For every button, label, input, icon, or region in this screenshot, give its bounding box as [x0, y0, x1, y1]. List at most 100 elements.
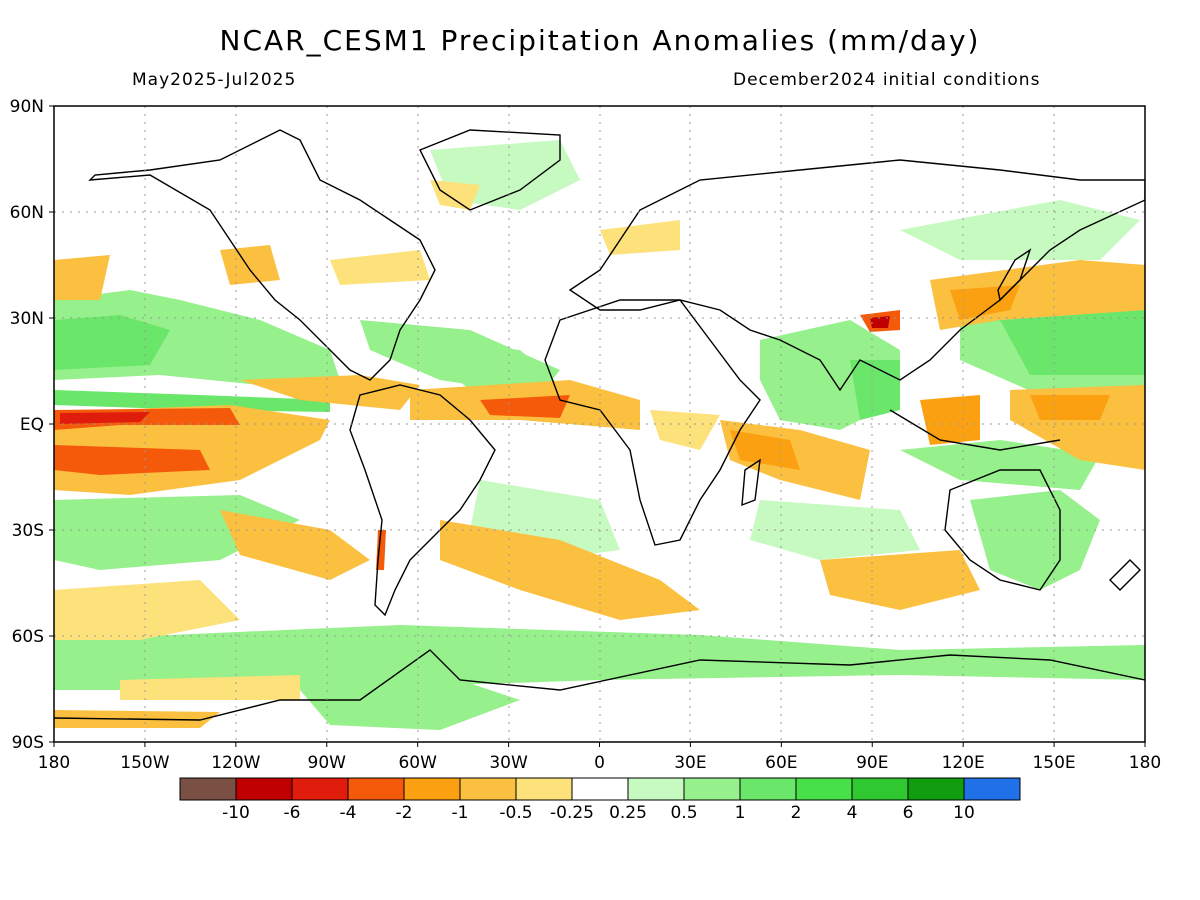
lon-tick-label: 180 [38, 753, 70, 773]
philippines-dry [920, 395, 980, 445]
colorbar-label: -4 [340, 803, 357, 823]
tibet-dry-core [870, 316, 890, 328]
colorbar-swatch [739, 777, 797, 801]
lat-tick-label: 90N [10, 97, 44, 117]
map-plot-area [54, 106, 1145, 742]
north-america-coast [88, 129, 436, 381]
colorbar-swatch [235, 777, 293, 801]
lon-tick-label: 150E [1032, 753, 1075, 773]
graticule [54, 106, 1145, 742]
east-asia-dry-core [950, 285, 1020, 320]
lon-tick-label: 180 [1129, 753, 1161, 773]
lon-tick-label: 120E [942, 753, 985, 773]
colorbar-label: -6 [284, 803, 301, 823]
maritime-continent-wet [900, 440, 1100, 490]
lon-tick-label: 60E [765, 753, 797, 773]
antarctica-coast [54, 649, 1145, 721]
colorbar-label: -0.5 [499, 803, 532, 823]
australia-wet [970, 490, 1100, 590]
japan-coast [997, 248, 1032, 302]
australia-coast [944, 469, 1061, 591]
lat-tick-label: 60N [10, 203, 44, 223]
new-zealand-coast [1109, 559, 1141, 591]
indonesia-coast [889, 409, 1061, 451]
lat-tick-label: 30S [12, 521, 44, 541]
east-atlantic-wet [410, 340, 560, 390]
colorbar-swatch [291, 777, 349, 801]
south-america-coast [349, 384, 496, 617]
colorbar-swatch [683, 777, 741, 801]
africa-coast [544, 299, 761, 546]
colorbar-swatch [179, 777, 237, 801]
colorbar-swatch [515, 777, 573, 801]
north-pacific-dry [54, 255, 110, 300]
south-atlantic-dry [440, 520, 700, 620]
colorbar-swatch [571, 777, 629, 801]
colorbar-label: 0.5 [670, 803, 697, 823]
northeast-us-dry [330, 250, 430, 285]
lon-tick-label: 60W [398, 753, 437, 773]
colorbar-label: 1 [735, 803, 746, 823]
lon-tick-label: 150W [120, 753, 169, 773]
greenland-coast [419, 129, 561, 211]
lat-tick-label: EQ [20, 415, 44, 435]
southern-ocean-wet [54, 625, 1145, 690]
colorbar: -10 -6 -4 -2 -1 -0.5 -0.25 0.25 0.5 1 2 4 6 10 [179, 777, 1021, 823]
colorbar-label: -10 [222, 803, 250, 823]
alaska-dry [220, 245, 280, 285]
latitude-axis: 90N 60N 30N EQ 30S 60S 90S [10, 97, 54, 753]
chart-title: NCAR_CESM1 Precipitation Anomalies (mm/d… [219, 24, 981, 57]
lon-tick-label: 0 [594, 753, 605, 773]
lon-tick-label: 120W [211, 753, 260, 773]
colorbar-swatch [403, 777, 461, 801]
lat-tick-label: 90S [12, 733, 44, 753]
pacific-dry-red [60, 412, 150, 424]
longitude-axis: 180 150W 120W 90W 60W 30W 0 30E 60E 90E 120E 150E 18… [38, 742, 1161, 773]
lon-tick-label: 30W [489, 753, 528, 773]
west-pacific-wet-core [1000, 310, 1145, 375]
lat-tick-label: 60S [12, 627, 44, 647]
atlantic-itcz-dry-core [480, 395, 570, 418]
greenland-dry [430, 180, 480, 210]
colorbar-label: -1 [452, 803, 469, 823]
scandinavia-dry [600, 220, 680, 255]
positive-anomalies [54, 140, 1145, 730]
colorbar-swatch [851, 777, 909, 801]
forecast-period: May2025-Jul2025 [132, 70, 297, 90]
south-indian-dry [820, 550, 980, 610]
west-indian-dry-core [730, 430, 800, 470]
lon-tick-label: 90E [856, 753, 888, 773]
colorbar-swatch [963, 777, 1021, 801]
colorbar-swatch [795, 777, 853, 801]
initial-conditions: December2024 initial conditions [733, 70, 1041, 90]
lat-tick-label: 30N [10, 309, 44, 329]
north-pacific-wet-core [54, 315, 170, 370]
antarctica-wet [300, 680, 520, 730]
colorbar-label: 6 [903, 803, 914, 823]
east-africa-dry [650, 410, 720, 450]
siberia-wet [900, 200, 1140, 260]
colorbar-swatch [347, 777, 405, 801]
lon-tick-label: 90W [308, 753, 347, 773]
lon-tick-label: 30E [674, 753, 706, 773]
itcz-green-band [54, 390, 330, 412]
colorbar-swatch [459, 777, 517, 801]
madagascar-coast [741, 458, 761, 507]
equatorial-pacific-dry-core-2 [54, 445, 210, 475]
colorbar-label: 10 [953, 803, 975, 823]
south-pacific-far-dry [54, 580, 240, 640]
central-america-dry [240, 375, 420, 410]
coastlines [54, 129, 1145, 721]
colorbar-label: -0.25 [550, 803, 594, 823]
colorbar-label: 2 [791, 803, 802, 823]
colorbar-swatch [907, 777, 965, 801]
indian-ocean-south-wet [750, 500, 920, 560]
colorbar-label: 4 [847, 803, 858, 823]
colorbar-swatch [627, 777, 685, 801]
south-pacific-convergence-dry [220, 510, 370, 580]
sw-pacific-dry-core [1030, 395, 1110, 420]
colorbar-label: 0.25 [609, 803, 647, 823]
subpolar-dry-band [120, 675, 300, 700]
bay-of-bengal-wet [850, 360, 900, 420]
